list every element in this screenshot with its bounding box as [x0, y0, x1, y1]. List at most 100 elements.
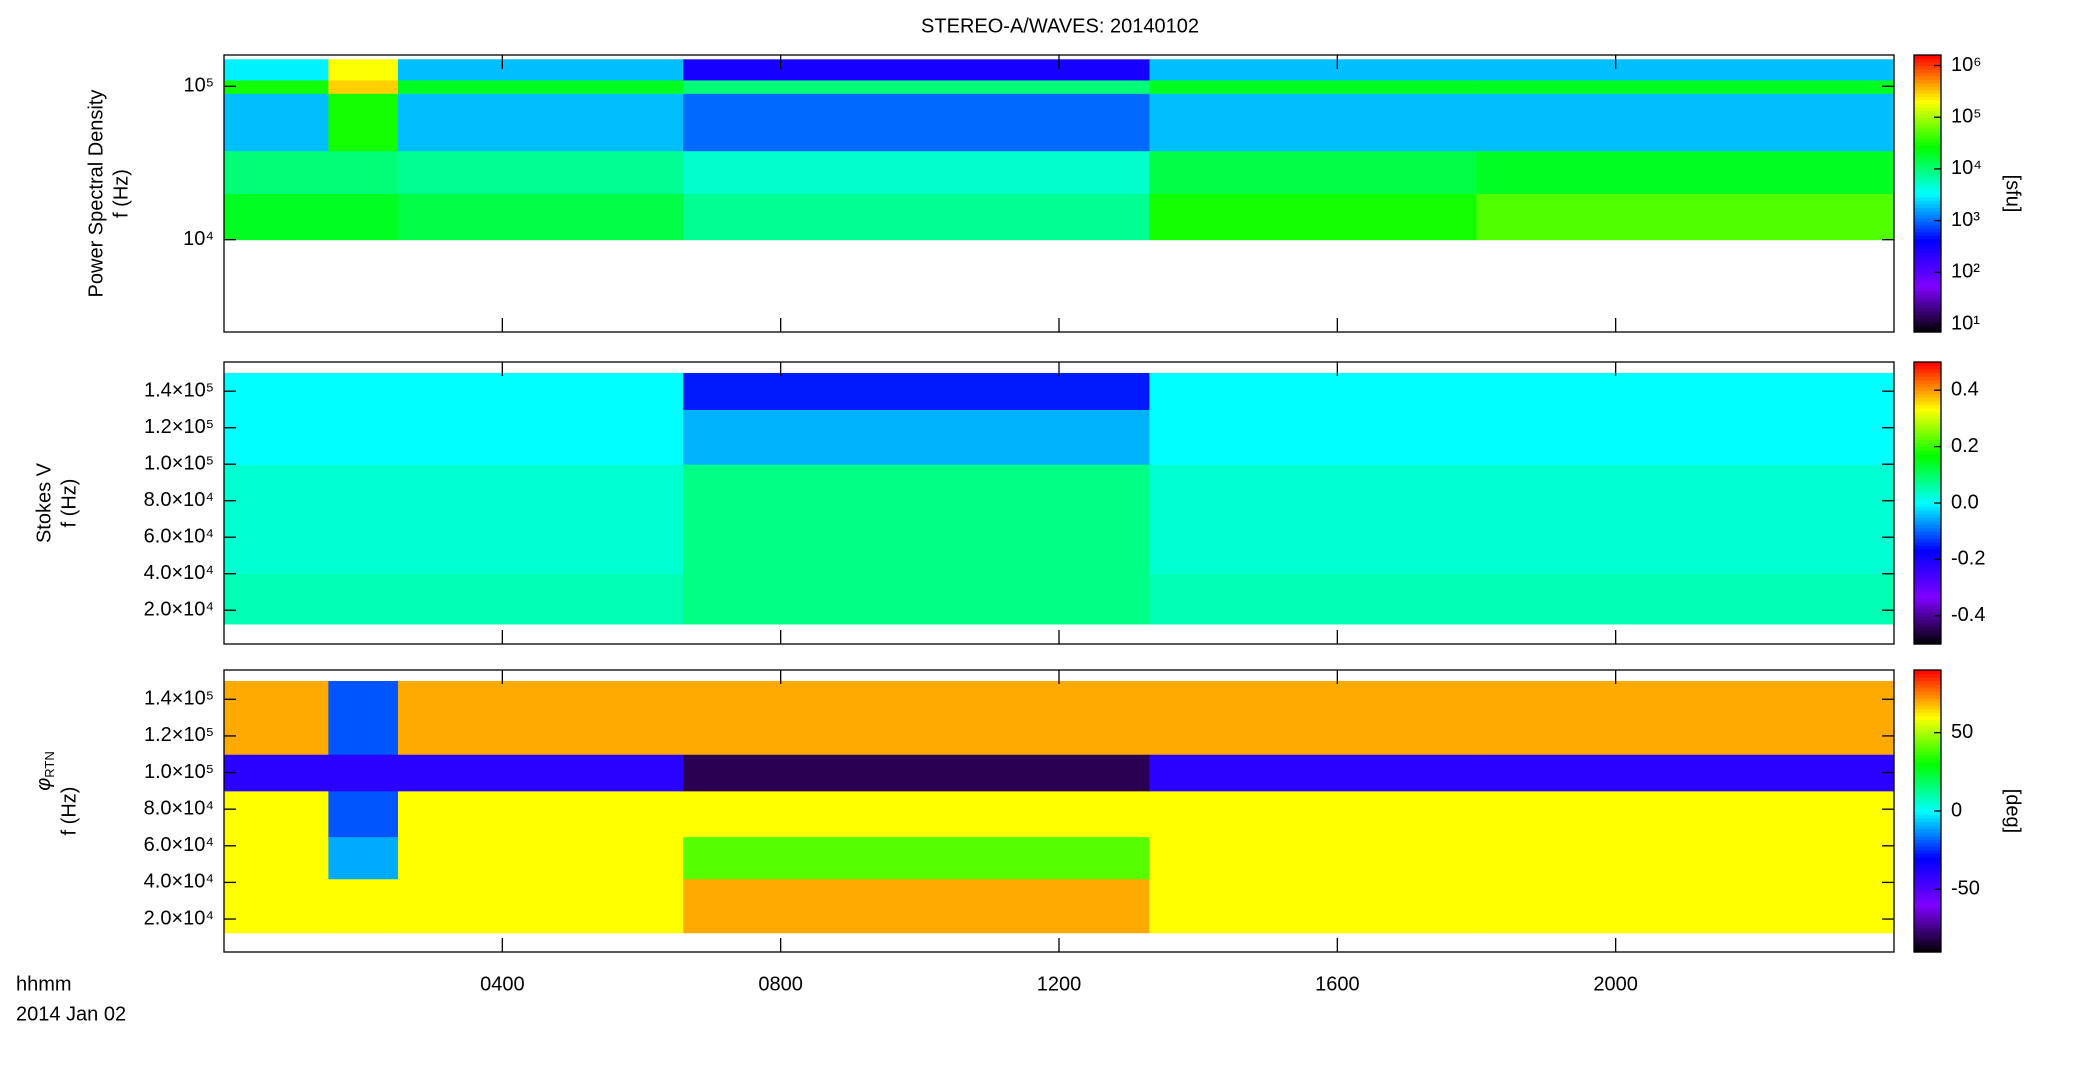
colorbar-segment	[1914, 176, 1941, 181]
colorbar-segment	[1914, 846, 1941, 851]
y-tick-label: 6.0×10⁴	[144, 526, 214, 548]
colorbar-tick-label: 10¹	[1951, 312, 1980, 334]
colorbar-segment	[1914, 729, 1941, 735]
colorbar-segment	[1914, 944, 1941, 950]
x-tick-label: 1200	[1037, 973, 1082, 995]
colorbar-segment	[1914, 726, 1941, 731]
heatmap-cell	[224, 680, 329, 755]
heatmap-cell	[397, 150, 684, 194]
colorbar-segment	[1914, 179, 1941, 184]
colorbar-segment	[1914, 190, 1941, 195]
colorbar-segment	[1914, 266, 1941, 271]
colorbar-segment	[1914, 418, 1941, 423]
heatmap-cell	[1476, 878, 1895, 934]
colorbar-segment	[1914, 304, 1941, 309]
colorbar-segment	[1914, 217, 1941, 222]
colorbar-segment	[1914, 768, 1941, 773]
colorbar-segment	[1914, 293, 1941, 298]
y-tick-label: 1.0×10⁵	[144, 761, 214, 783]
colorbar-segment	[1914, 365, 1941, 370]
colorbar-segment	[1914, 145, 1941, 150]
heatmap-cell	[1476, 573, 1895, 625]
colorbar-segment	[1914, 314, 1941, 319]
y-axis-label: φRTN	[33, 751, 57, 791]
colorbar-segment	[1914, 860, 1941, 865]
colorbar-segment	[1914, 527, 1941, 532]
colorbar-segment	[1914, 807, 1941, 812]
heatmap-cell	[1476, 790, 1895, 838]
colorbar-segment	[1914, 853, 1941, 858]
colorbar-segment	[1914, 245, 1941, 250]
colorbar-segment	[1914, 626, 1941, 631]
colorbar-segment	[1914, 608, 1941, 613]
colorbar-segment	[1914, 510, 1941, 515]
colorbar-segment	[1914, 478, 1941, 483]
colorbar-segment	[1914, 670, 1941, 675]
colorbar-segment	[1914, 362, 1941, 367]
heatmap-cell	[683, 372, 1150, 410]
colorbar-segment	[1914, 68, 1941, 73]
heatmap-cell	[683, 79, 1150, 94]
heatmap-cell	[224, 372, 329, 410]
colorbar-segment	[1914, 744, 1941, 749]
colorbar-tick-label: -50	[1951, 878, 1980, 900]
y-tick-label: 4.0×10⁴	[144, 562, 214, 584]
heatmap-cell	[224, 193, 329, 241]
colorbar-segment	[1914, 169, 1941, 174]
colorbar-segment	[1914, 425, 1941, 430]
colorbar-segment	[1914, 485, 1941, 490]
colorbar-label: [sfu]	[2002, 175, 2024, 213]
colorbar-frame	[1913, 54, 1942, 333]
colorbar-segment	[1914, 193, 1941, 198]
heatmap-cell	[1149, 59, 1477, 81]
colorbar-segment	[1914, 934, 1941, 939]
colorbar-segment	[1914, 221, 1941, 226]
colorbar-tick-label: 0	[1951, 799, 1962, 821]
colorbar-segment	[1914, 248, 1941, 253]
heatmap-cell	[397, 409, 684, 465]
colorbar-segment	[1914, 701, 1941, 706]
heatmap-cell	[1476, 680, 1895, 755]
colorbar-segment	[1914, 566, 1941, 571]
colorbar-segment	[1914, 538, 1941, 543]
colorbar-segment	[1914, 789, 1941, 794]
heatmap-cell	[1149, 409, 1477, 465]
colorbar-segment	[1914, 786, 1941, 791]
heatmap-cell	[683, 93, 1150, 152]
colorbar-segment	[1914, 591, 1941, 596]
heatmap-cell	[328, 754, 399, 792]
heatmap-cell	[1476, 754, 1895, 792]
date-label: 2014 Jan 02	[16, 1003, 126, 1025]
colorbar-tick-label: 0.4	[1951, 378, 1979, 400]
colorbar-segment	[1914, 615, 1941, 620]
heatmap-cell	[224, 790, 329, 838]
colorbar-segment	[1914, 818, 1941, 823]
colorbar-segment	[1914, 407, 1941, 412]
colorbar-segment	[1914, 75, 1941, 80]
colorbar-segment	[1914, 404, 1941, 409]
colorbar-tick-label: 50	[1951, 721, 1973, 743]
colorbar-segment	[1914, 712, 1941, 717]
heatmap-cell	[224, 573, 329, 625]
heatmap-cell	[397, 93, 684, 152]
colorbar-segment	[1914, 450, 1941, 455]
colorbar-segment	[1914, 569, 1941, 575]
heatmap-cell	[328, 79, 399, 94]
colorbar-segment	[1914, 754, 1941, 759]
heatmap-cell	[328, 790, 399, 838]
colorbar-segment	[1914, 269, 1941, 274]
colorbar-segment	[1914, 828, 1941, 833]
colorbar-segment	[1914, 82, 1941, 87]
colorbar-segment	[1914, 619, 1941, 624]
colorbar-segment	[1914, 559, 1941, 564]
colorbar-segment	[1914, 584, 1941, 589]
heatmap-cell	[683, 150, 1150, 194]
heatmap-cell	[397, 754, 684, 792]
colorbar-segment	[1914, 562, 1941, 568]
colorbar-segment	[1914, 148, 1941, 153]
colorbar-segment	[1914, 594, 1941, 599]
colorbar-segment	[1914, 100, 1941, 105]
colorbar-segment	[1914, 141, 1941, 146]
heatmap-cell	[397, 790, 684, 838]
heatmap-cell	[224, 836, 329, 880]
